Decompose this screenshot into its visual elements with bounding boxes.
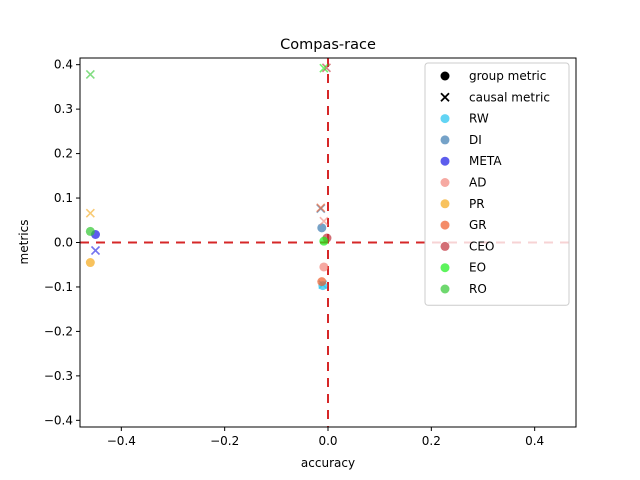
legend-swatch-pr xyxy=(440,199,450,209)
point-group-eo xyxy=(319,236,329,246)
legend-swatch-di xyxy=(440,135,450,145)
y-tick-label: 0.2 xyxy=(54,147,73,161)
legend-label-group-metric: group metric xyxy=(469,69,546,83)
plot-area xyxy=(80,58,576,427)
y-axis-label: metrics xyxy=(17,220,31,265)
point-causal-ceo xyxy=(321,63,332,73)
y-tick-label: 0.4 xyxy=(54,58,73,72)
legend-box xyxy=(424,62,570,306)
x-tick-label: −0.2 xyxy=(210,434,239,448)
legend-swatch-ro xyxy=(440,284,450,294)
x-axis-label: accuracy xyxy=(301,456,355,470)
y-tick-label: −0.2 xyxy=(44,324,73,338)
point-causal-gr xyxy=(316,203,326,213)
legend-label-eo: EO xyxy=(469,261,486,275)
y-tick-label: 0.3 xyxy=(54,102,73,116)
legend-label-ad: AD xyxy=(469,176,486,190)
legend-swatch-meta xyxy=(440,156,450,166)
point-causal-pr xyxy=(85,208,95,218)
point-causal-meta xyxy=(90,245,101,256)
y-tick-label: −0.1 xyxy=(44,280,73,294)
x-tick-label: −0.4 xyxy=(107,434,136,448)
legend-swatch-ceo xyxy=(440,241,450,251)
x-tick-label: 0.4 xyxy=(525,434,544,448)
legend-label-ceo: CEO xyxy=(469,239,494,253)
legend-swatch-rw xyxy=(440,114,450,124)
point-group-ad xyxy=(319,262,329,272)
legend-marker-group-metric xyxy=(440,71,450,81)
y-tick-label: −0.3 xyxy=(44,369,73,383)
legend-label-meta: META xyxy=(469,154,502,168)
y-tick-label: 0.1 xyxy=(54,191,73,205)
y-tick-label: 0.0 xyxy=(54,236,73,250)
point-group-di xyxy=(317,223,327,233)
point-causal-ad xyxy=(319,216,329,226)
point-group-gr xyxy=(317,277,327,287)
point-group-pr xyxy=(85,258,95,268)
legend-label-gr: GR xyxy=(469,218,487,232)
legend-label-rw: RW xyxy=(469,112,489,126)
legend-swatch-gr xyxy=(440,220,450,230)
legend-swatch-eo xyxy=(440,263,450,273)
point-causal-ro xyxy=(85,69,95,80)
legend-label-pr: PR xyxy=(469,197,485,211)
legend-label-causal-metric: causal metric xyxy=(469,90,550,104)
point-causal-eo xyxy=(319,63,329,73)
legend: group metric causal metric RW DI META AD PR GR C… xyxy=(424,62,570,306)
x-tick-label: 0.0 xyxy=(318,434,337,448)
legend-label-di: DI xyxy=(469,133,482,147)
legend-label-ro: RO xyxy=(469,282,487,296)
axes: −0.4 −0.2 0.0 0.2 0.4 −0.4 −0.3 −0.2 −0.1 0.0 0.1 0… xyxy=(44,57,577,448)
point-group-ro xyxy=(85,226,95,236)
chart-title: Compas-race xyxy=(280,37,376,53)
y-tick-label: −0.4 xyxy=(44,413,73,427)
legend-swatch-ad xyxy=(440,178,450,187)
x-tick-label: 0.2 xyxy=(422,434,441,448)
legend-marker-causal-metric xyxy=(440,92,450,102)
